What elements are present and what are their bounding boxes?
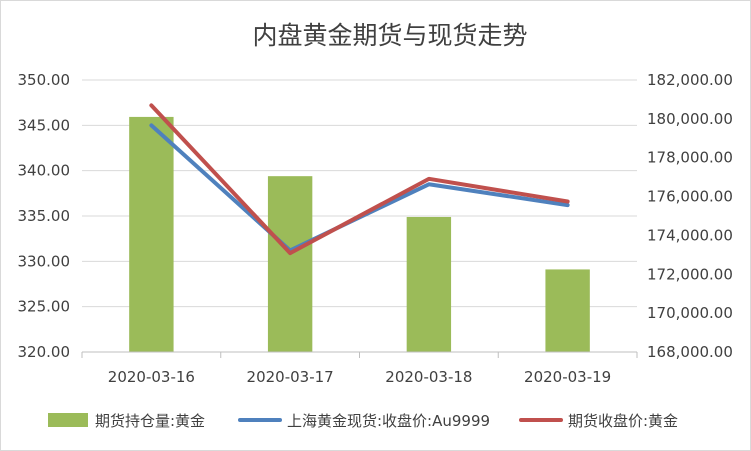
x-axis-tick-label: 2020-03-17 xyxy=(247,368,334,386)
left-axis-tick-label: 330.00 xyxy=(18,252,71,270)
left-axis-tick-label: 345.00 xyxy=(18,116,71,134)
legend: 期货持仓量:黄金 上海黄金现货:收盘价:Au9999 期货收盘价:黄金 xyxy=(48,412,678,430)
bar xyxy=(267,176,313,352)
left-axis-tick-label: 325.00 xyxy=(18,298,71,316)
right-axis-tick-label: 178,000.00 xyxy=(647,149,733,167)
left-axis-tick-label: 340.00 xyxy=(18,162,71,180)
bar xyxy=(545,269,590,352)
left-axis-tick-label: 320.00 xyxy=(18,343,71,361)
right-axis-tick-label: 170,000.00 xyxy=(647,304,733,322)
right-axis-tick-label: 180,000.00 xyxy=(647,110,733,128)
series-line xyxy=(149,103,570,256)
x-axis-tick-label: 2020-03-19 xyxy=(524,368,611,386)
x-axis-tick-label: 2020-03-18 xyxy=(385,368,472,386)
left-axis-tick-label: 335.00 xyxy=(18,207,71,225)
right-axis-tick-label: 182,000.00 xyxy=(647,71,733,89)
bar xyxy=(129,116,174,353)
legend-label: 期货持仓量:黄金 xyxy=(95,412,205,430)
bar xyxy=(406,216,452,352)
right-axis-tick-label: 168,000.00 xyxy=(647,343,733,361)
line-series xyxy=(149,103,570,256)
right-axis-tick-label: 172,000.00 xyxy=(647,265,733,283)
legend-label: 上海黄金现货:收盘价:Au9999 xyxy=(287,412,490,430)
axes: 350.00 345.00 340.00 335.00 330.00 325.00 320.… xyxy=(18,71,733,386)
legend-swatch xyxy=(48,413,88,427)
bar-series xyxy=(129,116,590,353)
chart-title: 内盘黄金期货与现货走势 xyxy=(252,21,527,50)
x-axis-tick-label: 2020-03-16 xyxy=(108,368,195,386)
legend-label: 期货收盘价:黄金 xyxy=(568,412,678,430)
right-axis-tick-label: 174,000.00 xyxy=(647,226,733,244)
left-axis-tick-label: 350.00 xyxy=(18,71,71,89)
right-axis-tick-label: 176,000.00 xyxy=(647,188,733,206)
